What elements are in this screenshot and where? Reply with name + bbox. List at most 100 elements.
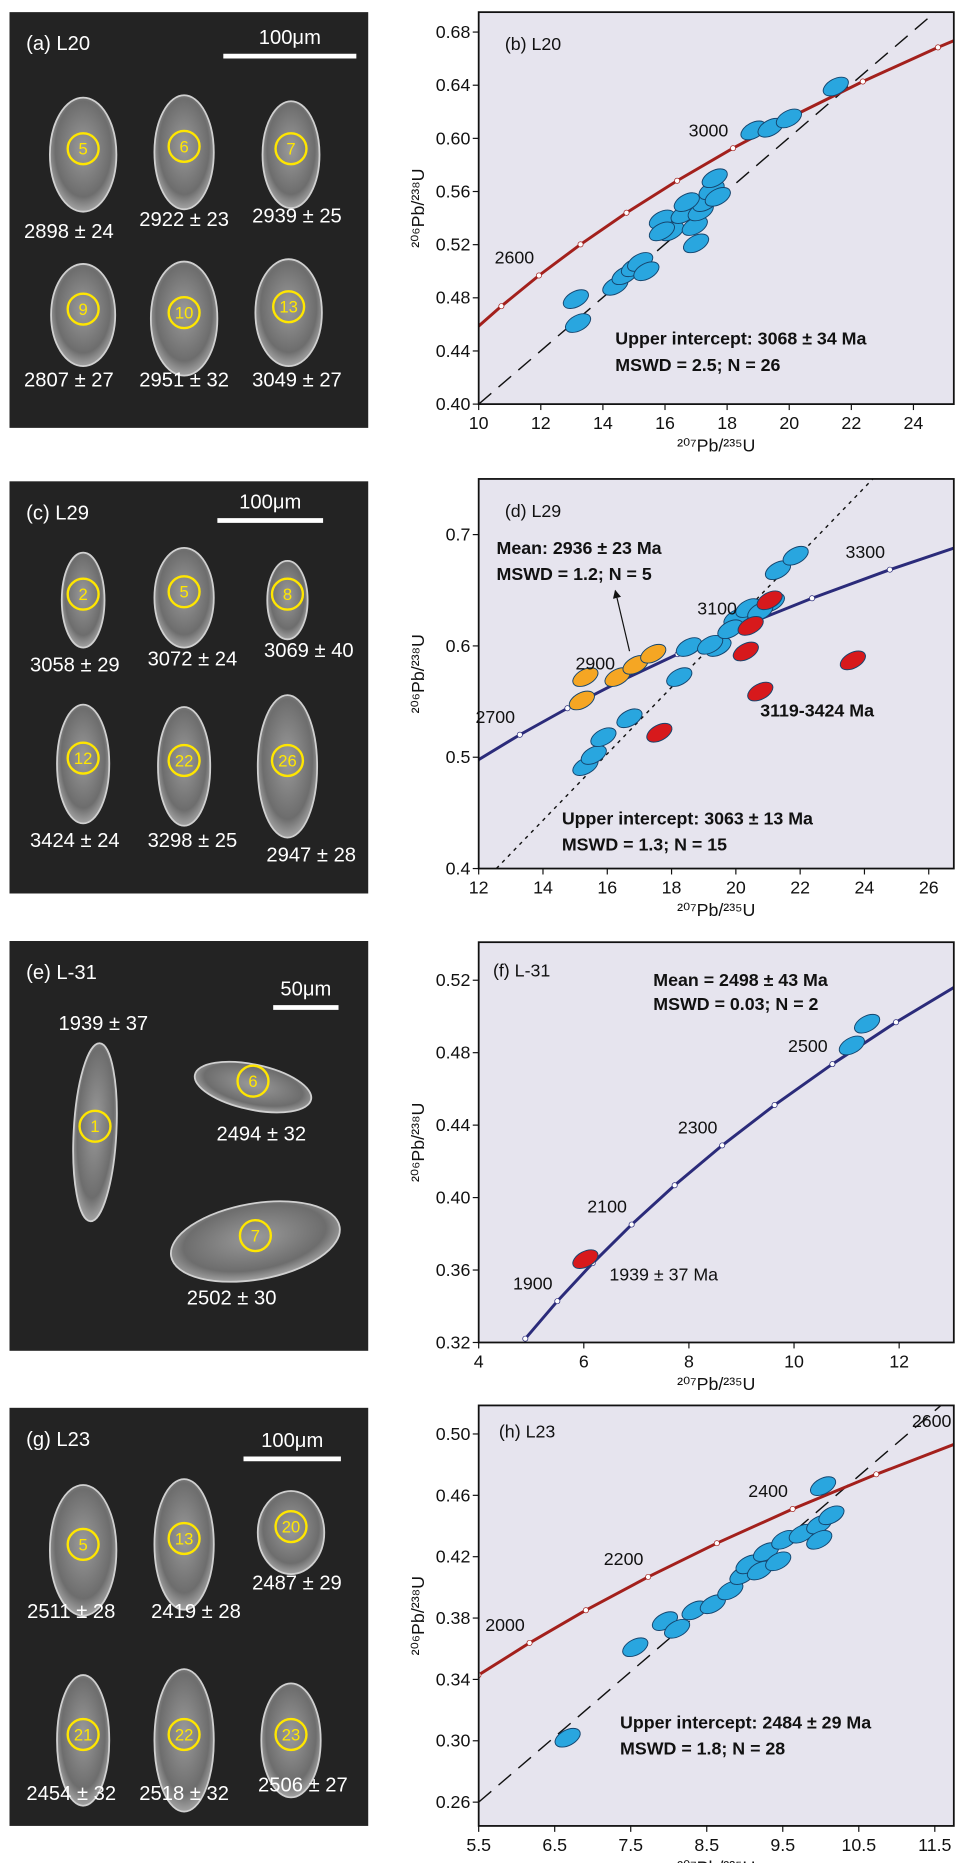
x-tick-label: 26 xyxy=(919,877,939,897)
chart-title: (d) L29 xyxy=(505,501,561,521)
age-label: 2900 xyxy=(575,654,615,674)
y-tick-label: 0.40 xyxy=(436,394,471,414)
spot-number: 20 xyxy=(282,1518,300,1537)
x-tick-label: 18 xyxy=(717,413,737,433)
age-marker xyxy=(536,273,541,278)
image-panel: (a) L20100μm52898 ± 2462922 ± 2372939 ± … xyxy=(10,12,369,428)
concordia-chart: 20002200240026005.56.57.58.59.510.511.50… xyxy=(408,1400,955,1863)
spot-number: 5 xyxy=(179,583,188,602)
age-marker xyxy=(790,1506,795,1511)
age-marker xyxy=(429,1704,434,1709)
y-tick-label: 0.60 xyxy=(436,128,471,148)
x-tick-label: 5.5 xyxy=(466,1835,491,1855)
x-tick-label: 16 xyxy=(597,877,617,897)
y-axis-label: ²⁰⁶Pb/²³⁸U xyxy=(408,634,428,713)
grain-age: 3069 ± 40 xyxy=(264,640,354,662)
y-tick-label: 0.6 xyxy=(446,636,471,656)
age-marker xyxy=(629,1222,634,1227)
y-tick-label: 0.4 xyxy=(446,858,471,878)
age-label: 3000 xyxy=(689,120,729,140)
annotation: Upper intercept: 2484 ± 29 Ma xyxy=(620,1713,872,1733)
age-marker xyxy=(400,809,405,814)
concordia-chart: 190021002300250046810120.320.360.400.440… xyxy=(408,942,955,1394)
y-axis-label: ²⁰⁶Pb/²³⁸U xyxy=(408,1576,428,1655)
grain-age: 3049 ± 27 xyxy=(252,369,342,391)
concordia-chart: 2600300010121416182022240.400.440.480.52… xyxy=(408,10,955,455)
age-marker xyxy=(578,242,583,247)
age-marker xyxy=(772,1102,777,1107)
grain-age: 3424 ± 24 xyxy=(30,830,120,852)
chart-title: (b) L20 xyxy=(505,34,561,54)
age-label: 2600 xyxy=(495,248,535,268)
annotation: MSWD = 0.03; N = 2 xyxy=(653,994,818,1014)
y-tick-label: 0.26 xyxy=(436,1792,471,1812)
x-axis-label: ²⁰⁷Pb/²³⁵U xyxy=(677,1374,755,1394)
spot-number: 10 xyxy=(175,304,193,323)
panel-label: (c) L29 xyxy=(26,502,89,524)
spot-number: 1 xyxy=(90,1117,99,1136)
grain-age: 2951 ± 32 xyxy=(139,369,229,391)
y-tick-label: 0.56 xyxy=(436,181,471,201)
scale-label: 50μm xyxy=(280,979,331,1001)
x-tick-label: 12 xyxy=(531,413,551,433)
scale-label: 100μm xyxy=(261,1430,323,1452)
spot-number: 5 xyxy=(79,1535,88,1554)
x-tick-label: 6.5 xyxy=(542,1835,567,1855)
grain-age: 2922 ± 23 xyxy=(139,209,229,231)
age-marker xyxy=(935,45,940,50)
grain-age: 2807 ± 27 xyxy=(24,369,114,391)
annotation: Mean = 2498 ± 43 Ma xyxy=(653,970,829,990)
grain-age: 2511 ± 28 xyxy=(27,1601,115,1623)
grain-age: 2487 ± 29 xyxy=(252,1573,342,1595)
spot-number: 6 xyxy=(179,137,188,156)
plot-area xyxy=(479,1405,954,1825)
y-tick-label: 0.32 xyxy=(436,1332,471,1352)
chart-title: (f) L-31 xyxy=(493,961,550,981)
age-marker xyxy=(499,304,504,309)
age-marker xyxy=(860,79,865,84)
x-tick-label: 8 xyxy=(684,1351,694,1371)
page: (a) L20100μm52898 ± 2462922 ± 2372939 ± … xyxy=(0,0,955,1863)
age-marker xyxy=(893,1020,898,1025)
x-tick-label: 11.5 xyxy=(918,1835,951,1855)
grain-age: 2419 ± 28 xyxy=(151,1601,241,1623)
spot-number: 22 xyxy=(175,751,193,770)
panel-label: (a) L20 xyxy=(26,33,90,55)
x-tick-label: 12 xyxy=(469,877,489,897)
grain-age: 2502 ± 30 xyxy=(187,1287,277,1309)
age-label: 2600 xyxy=(912,1411,952,1431)
y-tick-label: 0.52 xyxy=(436,235,471,255)
spot-number: 7 xyxy=(251,1227,260,1246)
x-axis-label: ²⁰⁷Pb/²³⁵U xyxy=(677,900,755,920)
spot-number: 21 xyxy=(74,1725,92,1744)
x-tick-label: 22 xyxy=(790,877,810,897)
x-tick-label: 24 xyxy=(904,413,924,433)
y-axis-label: ²⁰⁶Pb/²³⁸U xyxy=(408,168,428,247)
age-label: 3100 xyxy=(697,599,737,619)
y-tick-label: 0.48 xyxy=(436,288,471,308)
spot-number: 26 xyxy=(278,751,296,770)
grain-age: 2518 ± 32 xyxy=(139,1783,229,1805)
y-tick-label: 0.52 xyxy=(436,970,471,990)
x-tick-label: 14 xyxy=(593,413,613,433)
y-tick-label: 0.34 xyxy=(436,1669,471,1689)
annotation: 1939 ± 37 Ma xyxy=(609,1265,718,1285)
x-tick-label: 9.5 xyxy=(770,1835,795,1855)
x-axis-label: ²⁰⁷Pb/²³⁵U xyxy=(677,436,755,456)
x-tick-label: 6 xyxy=(579,1351,589,1371)
age-marker xyxy=(874,1472,879,1477)
age-marker xyxy=(527,1640,532,1645)
annotation: MSWD = 1.3; N = 15 xyxy=(562,835,727,855)
grain-age: 1939 ± 37 xyxy=(59,1013,149,1035)
grain-age: 2506 ± 27 xyxy=(258,1774,348,1796)
age-marker xyxy=(887,567,892,572)
y-tick-label: 0.46 xyxy=(436,1485,471,1505)
spot-number: 13 xyxy=(279,298,297,317)
annotation: Mean: 2936 ± 23 Ma xyxy=(497,538,663,558)
spot-number: 2 xyxy=(79,585,88,604)
annotation: 3119-3424 Ma xyxy=(760,701,875,721)
x-tick-label: 12 xyxy=(889,1351,909,1371)
age-label: 2200 xyxy=(604,1549,644,1569)
age-label: 3300 xyxy=(845,542,885,562)
scale-label: 100μm xyxy=(239,492,301,514)
